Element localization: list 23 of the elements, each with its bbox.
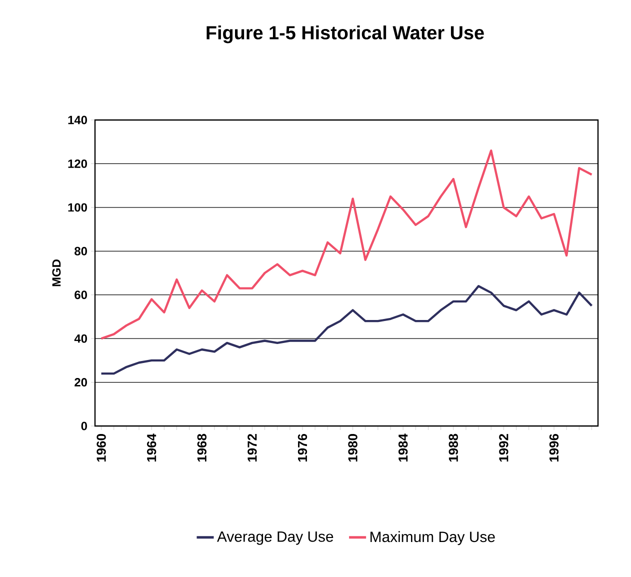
y-tick-label: 40 (74, 334, 87, 343)
y-tick-label: 60 (74, 290, 87, 300)
x-tick-label: 1984 (398, 434, 408, 462)
x-tick-label: 1960 (96, 434, 106, 462)
line-series (100, 150, 593, 340)
x-tick-label: 1992 (499, 434, 508, 462)
x-tick-label: 1964 (147, 434, 156, 462)
y-tick-label: 80 (74, 246, 87, 256)
x-tick-label: 1976 (298, 434, 308, 462)
legend-label: Average Day Use (217, 531, 334, 545)
legend-label: Maximum Day Use (370, 531, 495, 546)
y-tick-label: 140 (68, 116, 87, 124)
y-tick-label: 120 (68, 159, 87, 168)
y-tick-label: 20 (74, 378, 87, 387)
x-tick-label: 1988 (448, 434, 458, 462)
y-axis-title: MGD (52, 260, 61, 286)
y-tick-label: 100 (68, 203, 87, 212)
x-tick-label: 1996 (549, 434, 559, 462)
x-tick-label: 1980 (348, 434, 358, 462)
chart-title: Figure 1-5 Historical Water Use (206, 26, 484, 44)
x-tick-label: 1972 (248, 434, 257, 462)
x-tick-label: 1968 (197, 434, 206, 462)
y-tick-label: 0 (81, 422, 87, 430)
